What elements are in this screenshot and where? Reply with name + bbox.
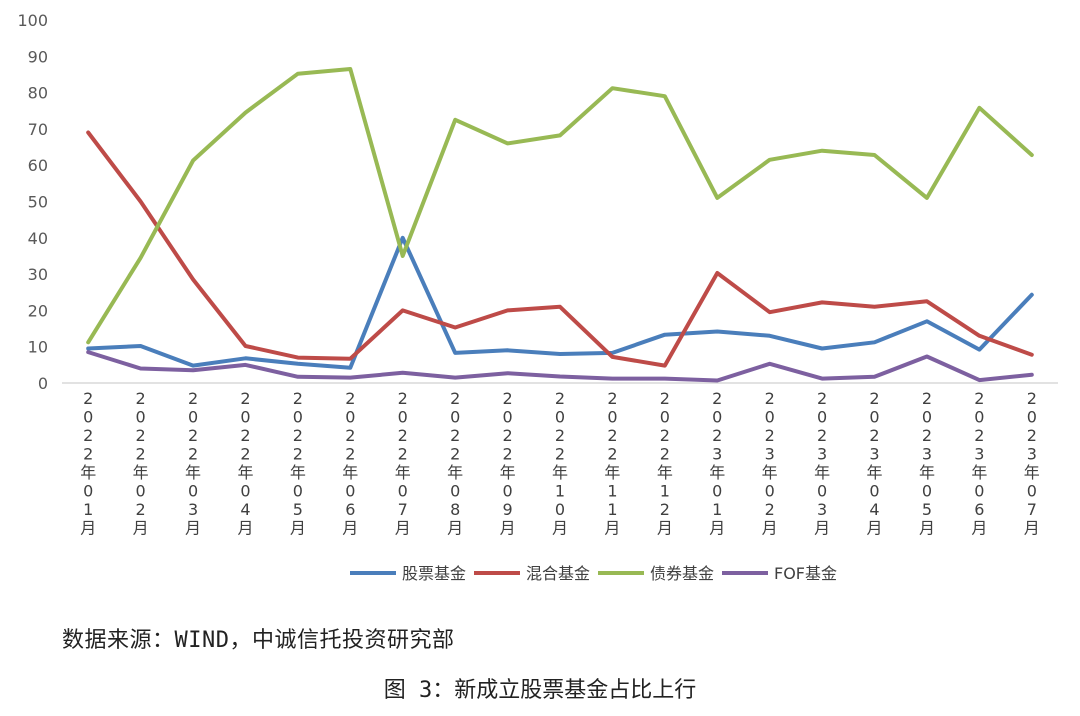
y-tick-label: 100: [17, 11, 48, 30]
y-tick-label: 60: [28, 156, 48, 175]
y-tick-label: 10: [28, 338, 48, 357]
y-tick-label: 80: [28, 84, 48, 103]
legend-label: 债券基金: [650, 564, 714, 583]
y-tick-label: 20: [28, 301, 48, 320]
y-tick-label: 70: [28, 120, 48, 139]
legend: 股票基金 混合基金 债券基金 FOF基金: [350, 564, 837, 583]
series-line-4: [86, 350, 1034, 383]
y-tick-label: 40: [28, 229, 48, 248]
series-lines: [86, 67, 1034, 383]
y-axis: 0 10 20 30 40 50 60 70 80 90 100: [17, 11, 48, 393]
series-line-3: [86, 67, 1034, 345]
figure-caption: 图 3：新成立股票基金占比上行: [383, 678, 697, 703]
legend-label: 股票基金: [402, 564, 466, 583]
legend-label: 混合基金: [526, 564, 590, 583]
legend-label: FOF基金: [774, 564, 837, 583]
source-note: 数据来源：WIND，中诚信托投资研究部: [62, 628, 455, 653]
y-tick-label: 50: [28, 193, 48, 212]
y-tick-label: 0: [38, 374, 48, 393]
y-tick-label: 30: [28, 265, 48, 284]
series-line-2: [86, 130, 1034, 368]
x-axis: 2 0 2 2 年 0 1 月 2 0 2 2 年 0 2 月 2 0 2 2 年 0 3 月 2 0 2 2 年 0 4 月 2 0 2 2 年 0 5 月…: [80, 389, 1040, 538]
y-tick-label: 90: [28, 47, 48, 66]
series-line-1: [86, 235, 1034, 370]
